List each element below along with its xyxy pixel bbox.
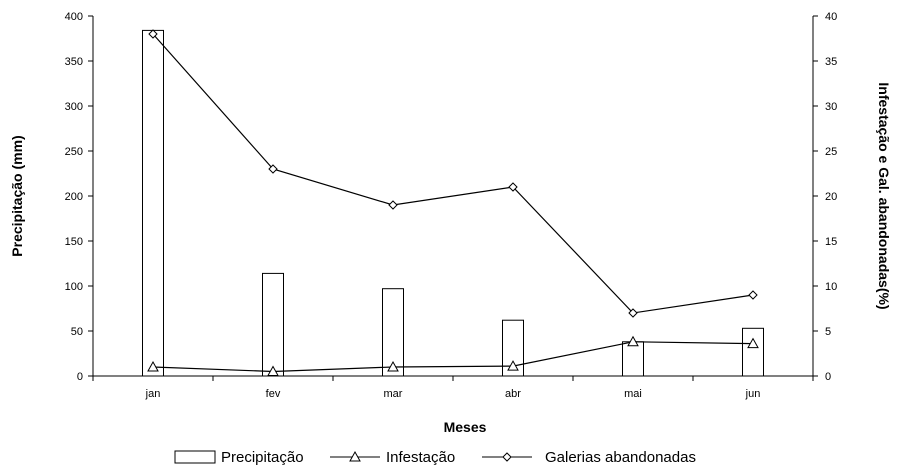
y-right-tick-label: 10 [825,281,837,293]
abandoned-galleries-marker [388,200,398,210]
series-lines [147,29,759,376]
y-right-tick-label: 20 [825,191,837,203]
y-right-tick-label: 25 [825,146,837,158]
y-left-tick-label: 250 [65,146,83,158]
precipitation-bars [142,29,764,377]
y-right-tick-label: 30 [825,101,837,113]
legend-infestation-label: Infestação [386,449,455,466]
precipitation-bar [622,341,644,377]
y-left-tick-label: 50 [71,326,83,338]
abandoned-galleries-marker [148,29,158,39]
y-left-tick-label: 0 [77,371,83,383]
infestation-marker [507,360,519,371]
y-right-tick-label: 5 [825,326,831,338]
abandoned-galleries-marker [628,308,638,318]
abandoned-galleries-marker [748,290,758,300]
y-right-tick-label: 0 [825,371,831,383]
y-right-tick-label: 15 [825,236,837,248]
legend-infestation-marker [349,450,361,462]
x-tick-label: mar [384,388,403,400]
legend-precipitation-swatch [174,450,216,464]
legend: Precipitação Infestação Galerias abandon… [174,449,696,466]
x-tick-label: jun [745,388,761,400]
abandoned-galleries-line [152,33,754,314]
y-left-tick-label: 200 [65,191,83,203]
x-tick-label: fev [266,388,281,400]
y-left-tick-label: 300 [65,101,83,113]
y-right-tick-label: 35 [825,56,837,68]
precipitation-bar [142,29,164,377]
x-tick-label: jan [145,388,161,400]
legend-precipitation-label: Precipitação [221,449,304,466]
y-axis-title-left: Precipitação (mm) [9,135,25,256]
y-left-tick-label: 150 [65,236,83,248]
infestation-marker [147,360,159,372]
legend-galleries-label: Galerias abandonadas [545,449,696,466]
tick-labels: 0 50 100 150 200 250 300 350 400 0 5 10 15 20 25 30 35 40… [65,11,838,400]
precipitation-bar [262,272,284,377]
x-tick-label: mai [624,388,642,400]
y-left-tick-label: 350 [65,56,83,68]
axes [88,15,818,381]
precipitation-bar [502,319,524,377]
infestation-marker [267,365,279,376]
y-left-tick-label: 100 [65,281,83,293]
abandoned-galleries-marker [508,182,518,192]
x-tick-label: abr [505,388,521,400]
precipitation-bar [382,288,404,377]
y-left-tick-label: 400 [65,11,83,23]
abandoned-galleries-marker [268,164,278,174]
legend-galleries-marker [502,452,512,462]
y-axis-title-right: Infestação e Gal. abandonadas(%) [876,82,892,309]
y-right-tick-label: 40 [825,11,837,23]
infestation-line [152,341,754,373]
x-axis-title: Meses [444,419,487,435]
infestation-marker [627,335,639,347]
precipitation-bar [742,327,764,377]
infestation-marker [387,360,399,372]
infestation-marker [747,337,759,349]
